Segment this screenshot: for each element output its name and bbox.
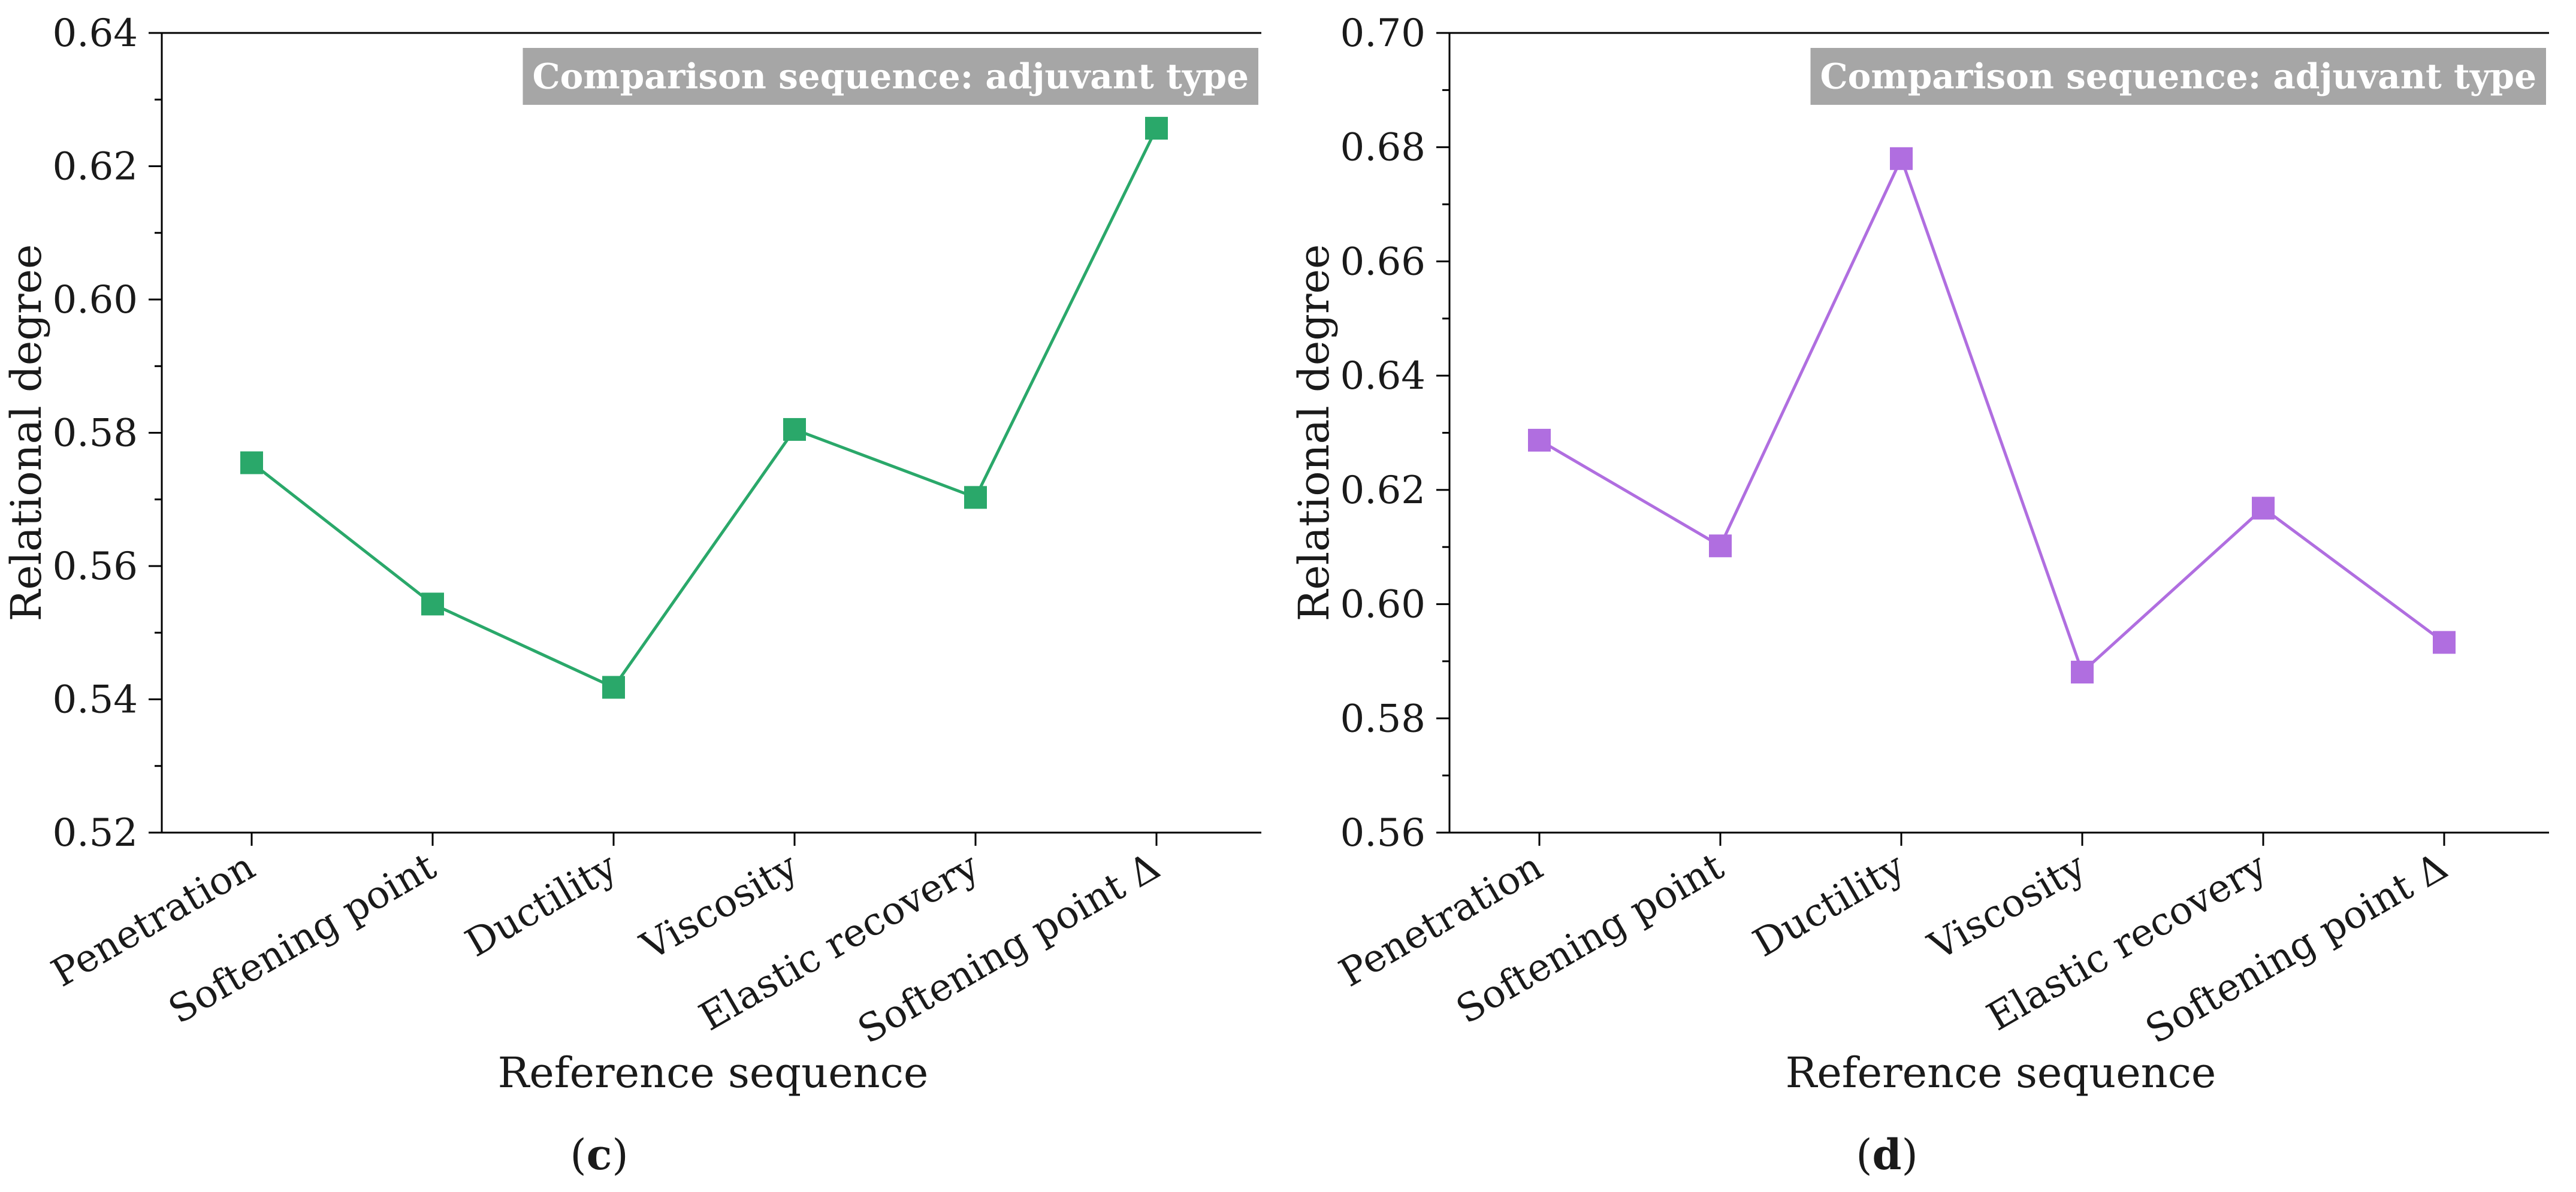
y-tick-label: 0.62 xyxy=(53,145,138,189)
data-point-marker xyxy=(602,676,625,699)
y-tick-label: 0.64 xyxy=(53,11,138,56)
data-point-marker xyxy=(1709,534,1732,558)
y-tick-label: 0.56 xyxy=(53,544,138,589)
legend-box xyxy=(523,48,1258,105)
y-tick-label: 0.56 xyxy=(1340,811,1426,855)
x-tick-label: Ductility xyxy=(1746,845,1912,966)
series-line xyxy=(250,127,1158,689)
data-point-marker xyxy=(2071,661,2094,684)
x-tick-label: Ductility xyxy=(458,845,624,966)
y-axis-title: Relational degree xyxy=(2,244,51,622)
chart-panel-c: 0.52 0.54 0.56 0.58 0.60 0.62 0.64 Relational d… xyxy=(2,11,1261,1179)
y-tick-label: 0.58 xyxy=(1340,697,1426,741)
y-tick-label: 0.66 xyxy=(1340,240,1426,284)
data-point-marker xyxy=(421,592,444,616)
y-tick-label: 0.70 xyxy=(1340,11,1426,56)
data-point-marker xyxy=(1890,147,1913,170)
panel-label: (c) xyxy=(570,1130,628,1179)
legend-label: Comparison sequence: adjuvant type xyxy=(533,56,1249,97)
data-point-marker xyxy=(240,451,263,474)
data-point-marker xyxy=(964,486,987,509)
panel-label: (d) xyxy=(1856,1130,1918,1179)
data-point-marker xyxy=(2252,497,2275,520)
x-axis-title: Reference sequence xyxy=(498,1048,929,1097)
chart-panel-d: 0.56 0.58 0.60 0.62 0.64 0.66 0.68 0.70 Relation… xyxy=(1288,0,2575,1192)
data-point-marker xyxy=(1145,117,1168,140)
x-axis-title: Reference sequence xyxy=(1786,1048,2216,1097)
y-axis-title: Relational degree xyxy=(1289,244,1339,622)
legend-box xyxy=(1810,48,2546,105)
y-tick-label: 0.60 xyxy=(53,278,138,322)
y-tick-label: 0.62 xyxy=(1340,468,1426,513)
data-point-marker xyxy=(2433,631,2456,654)
chart-d: 0.56 0.58 0.60 0.62 0.64 0.66 0.68 0.70 Relation… xyxy=(1289,11,2549,1179)
y-tick-label: 0.54 xyxy=(53,678,138,722)
y-tick-label: 0.64 xyxy=(1340,354,1426,398)
y-tick-label: 0.60 xyxy=(1340,583,1426,627)
y-tick-label: 0.58 xyxy=(53,412,138,456)
y-tick-label: 0.52 xyxy=(53,811,138,855)
x-tick-label: Softening point Δ xyxy=(851,845,1167,1053)
series-line xyxy=(1538,155,2445,675)
data-point-marker xyxy=(1528,428,1551,452)
chart-c: 0.52 0.54 0.56 0.58 0.60 0.62 0.64 Relational d… xyxy=(2,11,1261,1179)
x-tick-label: Softening point Δ xyxy=(2139,845,2455,1053)
y-tick-label: 0.68 xyxy=(1340,126,1426,170)
legend-label: Comparison sequence: adjuvant type xyxy=(1820,56,2537,97)
data-point-marker xyxy=(783,417,806,441)
